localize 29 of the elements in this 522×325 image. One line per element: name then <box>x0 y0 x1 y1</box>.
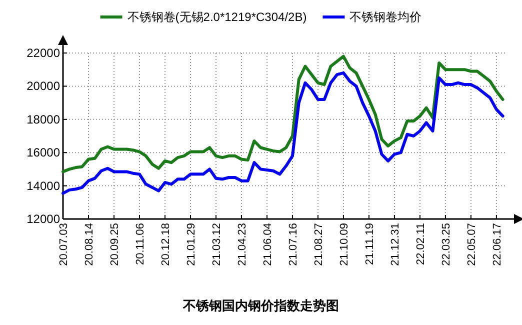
x-tick-label: 21.08.27 <box>312 223 325 266</box>
x-tick-label: 21.10.09 <box>338 223 350 266</box>
y-tick-label: 22000 <box>26 46 60 60</box>
x-tick-label: 21.04.23 <box>236 223 248 266</box>
line-series <box>62 71 504 195</box>
line-series <box>62 54 504 174</box>
x-tick-label: 20.09.25 <box>108 223 121 266</box>
x-tick-label: 22.05.07 <box>466 223 478 266</box>
x-tick-label: 21.06.04 <box>262 223 274 266</box>
y-tick-label: 16000 <box>26 146 60 160</box>
x-tick-label: 20.07.03 <box>58 223 70 266</box>
x-tick-label: 22.03.25 <box>440 223 452 266</box>
x-tick-label: 22.06.17 <box>491 223 504 266</box>
y-tick-label: 12000 <box>26 212 60 226</box>
y-tick-label: 14000 <box>26 178 60 193</box>
x-tick-label: 20.11.06 <box>134 223 146 266</box>
x-tick-label: 21.11.19 <box>364 223 376 266</box>
y-tick-label: 18000 <box>26 112 60 126</box>
x-tick-label: 22.02.11 <box>414 223 427 266</box>
text: 不锈钢国内钢价指数走势图 <box>182 298 339 313</box>
x-tick-label: 21.07.16 <box>287 223 300 266</box>
x-tick-label: 21.03.12 <box>210 223 223 266</box>
x-tick-label: 21.12.31 <box>389 223 402 266</box>
x-tick-label: 21.01.29 <box>185 223 198 266</box>
y-tick-label: 20000 <box>26 79 60 94</box>
legend-label: 不锈钢卷(无锡2.0*1219*C304/2B) <box>127 10 307 24</box>
legend-label: 不锈钢卷均价 <box>350 10 422 24</box>
x-tick-label: 20.08.14 <box>83 223 96 266</box>
x-tick-label: 20.12.18 <box>160 223 172 266</box>
